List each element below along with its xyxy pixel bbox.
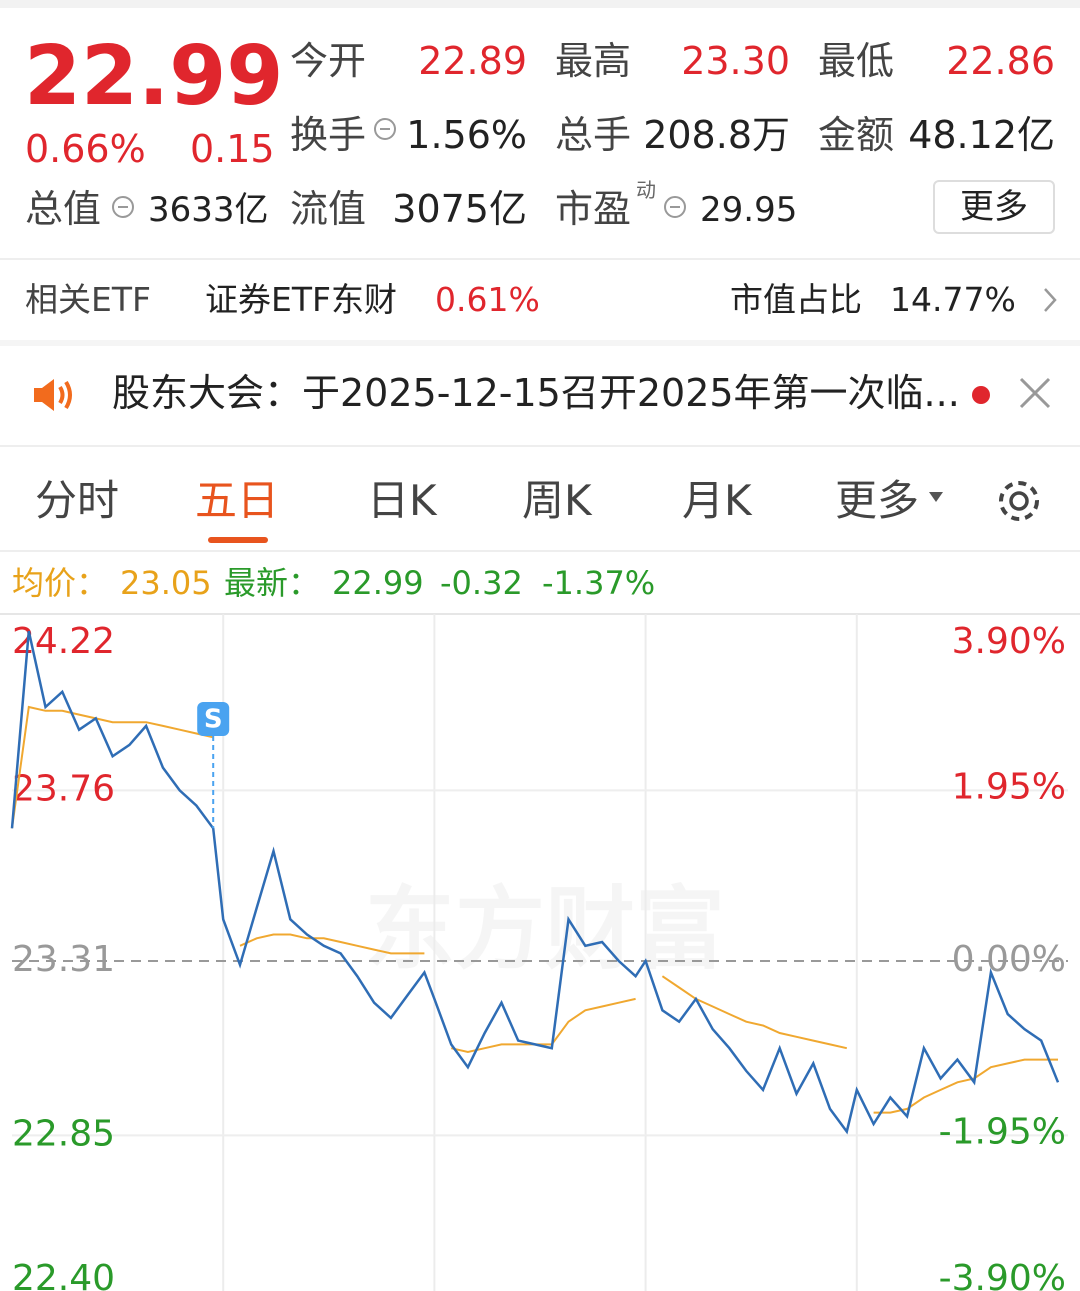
legend-latest-label: 最新：: [224, 564, 321, 602]
ratio-label: 市值占比: [730, 280, 862, 319]
watermark: 东方财富: [365, 877, 725, 982]
field-value: 1.56%: [406, 113, 527, 157]
legend-avg: 23.05: [120, 564, 212, 602]
field-value: 22.89: [418, 39, 527, 83]
change-pct: 0.66%: [25, 127, 146, 171]
legend-change-pct: -1.37%: [542, 564, 656, 602]
y2-tick-label: -3.90%: [939, 1258, 1066, 1291]
field-label: 总手: [555, 113, 632, 157]
etf-label: 相关ETF: [25, 280, 151, 319]
tab[interactable]: 分时: [35, 476, 120, 525]
dropdown-arrow: [929, 492, 943, 502]
info-icon[interactable]: [374, 118, 396, 140]
y-tick-label: 24.22: [12, 621, 115, 662]
notice[interactable]: 股东大会：于2025-12-15召开2025年第一次临...: [112, 371, 960, 415]
field-label: 市盈: [555, 187, 632, 231]
y2-tick-label: 1.95%: [952, 767, 1066, 808]
divider: [0, 258, 1080, 260]
etf-change: 0.61%: [435, 280, 540, 319]
field-value: 3075亿: [392, 187, 527, 231]
divider: [0, 445, 1080, 447]
field-value: 22.86: [946, 39, 1055, 83]
field-label: 最高: [555, 39, 632, 83]
tab-indicator: [208, 537, 268, 543]
field-value: 3633亿: [148, 190, 269, 230]
field-label: 流值: [290, 187, 367, 231]
price-line: [10, 630, 1060, 1135]
y-tick-label: 23.76: [12, 768, 115, 809]
field-label: 换手: [290, 113, 367, 157]
chevron[interactable]: [1040, 285, 1060, 315]
tab-active[interactable]: 五日: [195, 476, 280, 525]
tab[interactable]: 月K: [682, 476, 752, 525]
top-bar: [0, 0, 1080, 8]
divider: [0, 340, 1080, 346]
close-icon[interactable]: [1018, 376, 1052, 410]
speaker-icon: [34, 379, 72, 411]
info-icon[interactable]: [112, 196, 134, 218]
marker-badge: [197, 702, 230, 736]
info-icon[interactable]: [664, 196, 686, 218]
y2-tick-label: -1.95%: [939, 1112, 1066, 1153]
field-value: 29.95: [700, 190, 798, 230]
field-value: 48.12亿: [908, 113, 1055, 157]
tab[interactable]: 日K: [367, 476, 437, 525]
field-label: 最低: [818, 39, 895, 83]
field-sup: 动: [636, 178, 656, 202]
y-tick-label: 23.31: [12, 939, 115, 980]
ratio: 14.77%: [890, 280, 1016, 319]
field-label: 金额: [818, 113, 895, 157]
legend-latest: 22.99: [332, 564, 424, 602]
legend-avg-label: 均价：: [12, 564, 109, 602]
marker-label: S: [204, 705, 223, 735]
more-button[interactable]: 更多: [933, 180, 1055, 234]
legend-change: -0.32: [440, 564, 523, 602]
field-value: 208.8万: [643, 113, 790, 157]
unread-dot: [972, 386, 990, 404]
price: 22.99: [24, 29, 284, 124]
y2-tick-label: 3.90%: [952, 621, 1066, 662]
tab[interactable]: 周K: [522, 476, 592, 525]
y-tick-label: 22.85: [12, 1113, 115, 1154]
y2-tick-label: 0.00%: [952, 939, 1066, 980]
divider: [0, 550, 1080, 552]
field-value: 23.30: [681, 39, 790, 83]
y-tick-label: 22.40: [12, 1258, 115, 1291]
avg-line: [11, 705, 1058, 1114]
change: 0.15: [190, 127, 275, 171]
settings-icon[interactable]: [992, 474, 1046, 528]
tab[interactable]: 更多: [835, 476, 920, 525]
field-label: 总值: [25, 187, 102, 231]
field-label: 今开: [290, 39, 367, 83]
etf-name[interactable]: 证券ETF东财: [205, 280, 397, 319]
